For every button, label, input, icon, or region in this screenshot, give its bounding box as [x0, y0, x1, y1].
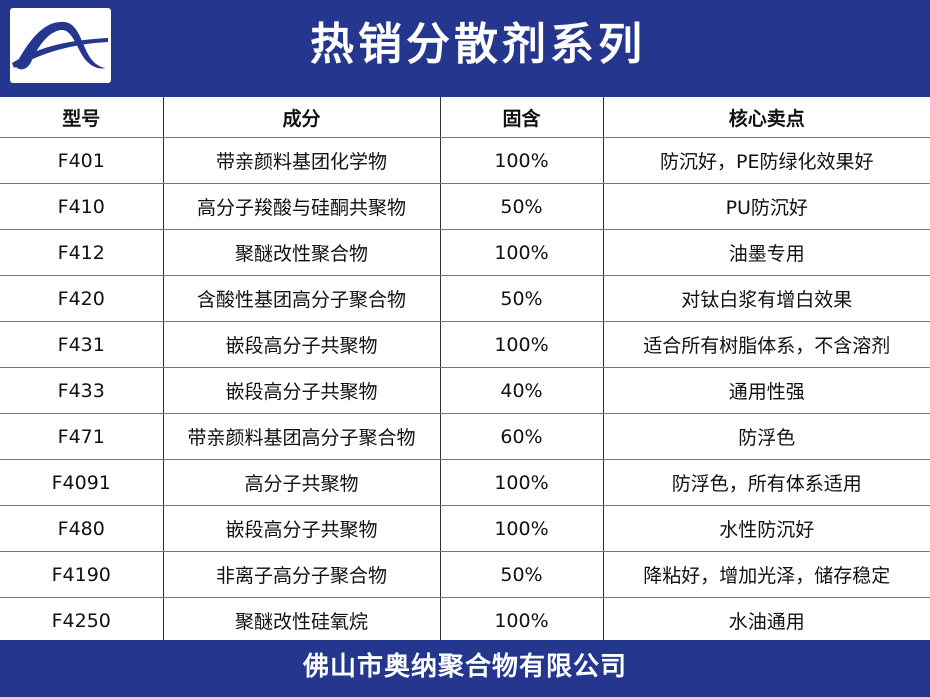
cell-model: F412	[0, 229, 164, 276]
column-header-composition: 成分	[163, 97, 441, 138]
cell-composition: 聚醚改性聚合物	[163, 229, 441, 276]
cell-selling-point: 水油通用	[603, 597, 930, 644]
table-row: F401 带亲颜料基团化学物 100% 防沉好，PE防绿化效果好	[0, 137, 930, 184]
footer-company-name: 佛山市奥纳聚合物有限公司	[0, 640, 930, 697]
cell-solids: 100%	[440, 597, 604, 644]
cell-selling-point: 降粘好，增加光泽，储存稳定	[603, 551, 930, 598]
cell-model: F410	[0, 183, 164, 230]
table-row: F480 嵌段高分子共聚物 100% 水性防沉好	[0, 505, 930, 552]
cell-composition: 带亲颜料基团化学物	[163, 137, 441, 184]
cell-model: F4190	[0, 551, 164, 598]
header-banner: 热销分散剂系列	[0, 0, 930, 97]
cell-selling-point: 防沉好，PE防绿化效果好	[603, 137, 930, 184]
cell-model: F4250	[0, 597, 164, 644]
table-row: F420 含酸性基团高分子聚合物 50% 对钛白浆有增白效果	[0, 275, 930, 322]
table-row: F4091 高分子共聚物 100% 防浮色，所有体系适用	[0, 459, 930, 506]
cell-composition: 高分子羧酸与硅酮共聚物	[163, 183, 441, 230]
cell-composition: 带亲颜料基团高分子聚合物	[163, 413, 441, 460]
table-row: F433 嵌段高分子共聚物 40% 通用性强	[0, 367, 930, 414]
cell-solids: 50%	[440, 183, 604, 230]
cell-solids: 50%	[440, 551, 604, 598]
table-row: F4250 聚醚改性硅氧烷 100% 水油通用	[0, 597, 930, 644]
product-table: 型号 成分 固含 核心卖点 F401 带亲颜料基团化学物 100% 防沉好，PE防绿化…	[0, 97, 930, 644]
cell-composition: 含酸性基团高分子聚合物	[163, 275, 441, 322]
table-row: F412 聚醚改性聚合物 100% 油墨专用	[0, 229, 930, 276]
column-header-solids: 固含	[440, 97, 604, 138]
cell-solids: 60%	[440, 413, 604, 460]
cell-solids: 40%	[440, 367, 604, 414]
cell-solids: 100%	[440, 505, 604, 552]
cell-composition: 嵌段高分子共聚物	[163, 367, 441, 414]
cell-solids: 100%	[440, 137, 604, 184]
cell-solids: 50%	[440, 275, 604, 322]
company-logo	[10, 8, 111, 83]
cell-selling-point: 对钛白浆有增白效果	[603, 275, 930, 322]
cell-model: F480	[0, 505, 164, 552]
table-row: F471 带亲颜料基团高分子聚合物 60% 防浮色	[0, 413, 930, 460]
cell-selling-point: 适合所有树脂体系，不含溶剂	[603, 321, 930, 368]
cell-model: F4091	[0, 459, 164, 506]
cell-composition: 高分子共聚物	[163, 459, 441, 506]
cell-selling-point: 防浮色，所有体系适用	[603, 459, 930, 506]
cell-selling-point: 通用性强	[603, 367, 930, 414]
cell-selling-point: 油墨专用	[603, 229, 930, 276]
column-header-model: 型号	[0, 97, 164, 138]
cell-model: F420	[0, 275, 164, 322]
column-header-selling-points: 核心卖点	[603, 97, 930, 138]
cell-solids: 100%	[440, 321, 604, 368]
cell-composition: 非离子高分子聚合物	[163, 551, 441, 598]
logo-a-icon	[12, 21, 108, 70]
cell-model: F433	[0, 367, 164, 414]
cell-composition: 聚醚改性硅氧烷	[163, 597, 441, 644]
cell-solids: 100%	[440, 459, 604, 506]
cell-composition: 嵌段高分子共聚物	[163, 505, 441, 552]
table-row: F431 嵌段高分子共聚物 100% 适合所有树脂体系，不含溶剂	[0, 321, 930, 368]
cell-model: F431	[0, 321, 164, 368]
cell-selling-point: 水性防沉好	[603, 505, 930, 552]
table-row: F410 高分子羧酸与硅酮共聚物 50% PU防沉好	[0, 183, 930, 230]
cell-selling-point: 防浮色	[603, 413, 930, 460]
table-header-row: 型号 成分 固含 核心卖点	[0, 97, 930, 138]
cell-model: F471	[0, 413, 164, 460]
page-title: 热销分散剂系列	[310, 19, 646, 70]
cell-solids: 100%	[440, 229, 604, 276]
table-row: F4190 非离子高分子聚合物 50% 降粘好，增加光泽，储存稳定	[0, 551, 930, 598]
cell-model: F401	[0, 137, 164, 184]
cell-selling-point: PU防沉好	[603, 183, 930, 230]
cell-composition: 嵌段高分子共聚物	[163, 321, 441, 368]
